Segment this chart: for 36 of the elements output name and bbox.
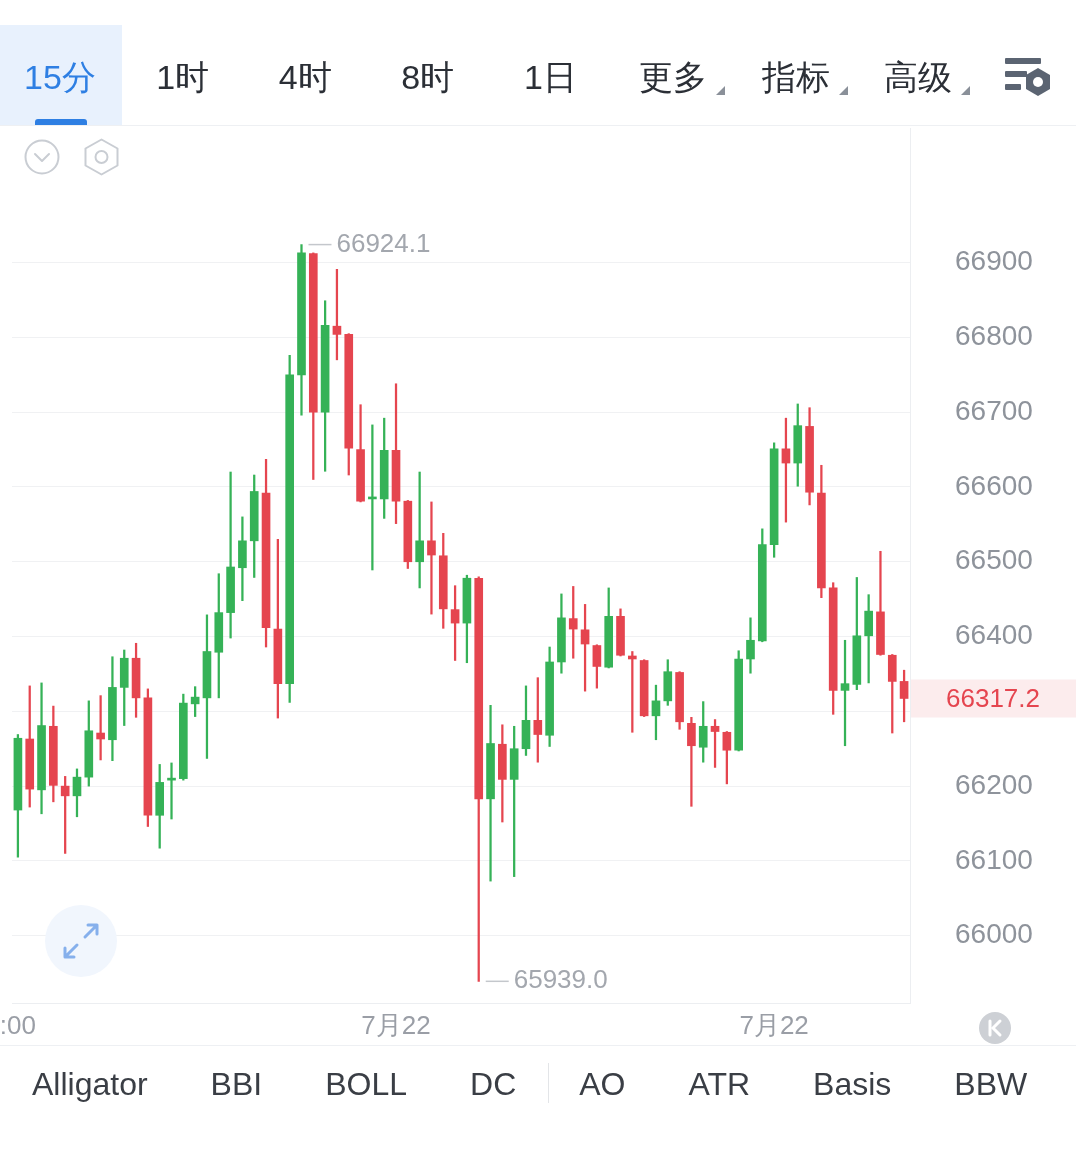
y-tick-label: 66200 (955, 768, 1033, 800)
text: 1日 (523, 57, 577, 97)
candlestick (96, 695, 105, 761)
text: 66317.2 (946, 682, 1040, 713)
y-tick-label: 66800 (955, 320, 1033, 352)
y-tick-label: 66700 (955, 394, 1033, 426)
candlestick (226, 471, 235, 639)
text: BBW (954, 1064, 1028, 1103)
y-tick-label: 66400 (955, 619, 1033, 651)
candlestick (687, 716, 696, 807)
annotation: 65939.0 (513, 964, 608, 995)
y-tick-label: 66900 (955, 245, 1033, 277)
y-tick-label: 66000 (955, 918, 1033, 950)
y-tick-label: 66600 (955, 469, 1033, 501)
text: 8时 (401, 57, 455, 97)
text: 1时 (156, 57, 210, 97)
text: 高级 (884, 57, 953, 97)
text: AO (579, 1064, 626, 1103)
y-tick-label: 66100 (955, 843, 1033, 875)
text: 指标 (761, 57, 830, 97)
text: 更多 (639, 57, 707, 97)
text: Basis (813, 1064, 892, 1103)
text: BBI (210, 1064, 263, 1103)
text: 15分 (24, 57, 96, 97)
candlestick (486, 705, 495, 882)
text: DC (470, 1064, 517, 1103)
x-tick-label: 7月22 (739, 1009, 809, 1040)
text: 4时 (278, 57, 332, 97)
annotation: 66924.1 (336, 227, 431, 258)
x-tick-label: :00 (0, 1009, 36, 1040)
text: ATR (688, 1064, 751, 1103)
text: BOLL (325, 1064, 408, 1103)
candlestick (427, 501, 436, 615)
y-tick-label: 66500 (955, 544, 1033, 576)
text: Alligator (32, 1064, 148, 1103)
x-tick-label: 7月22 (361, 1009, 431, 1040)
